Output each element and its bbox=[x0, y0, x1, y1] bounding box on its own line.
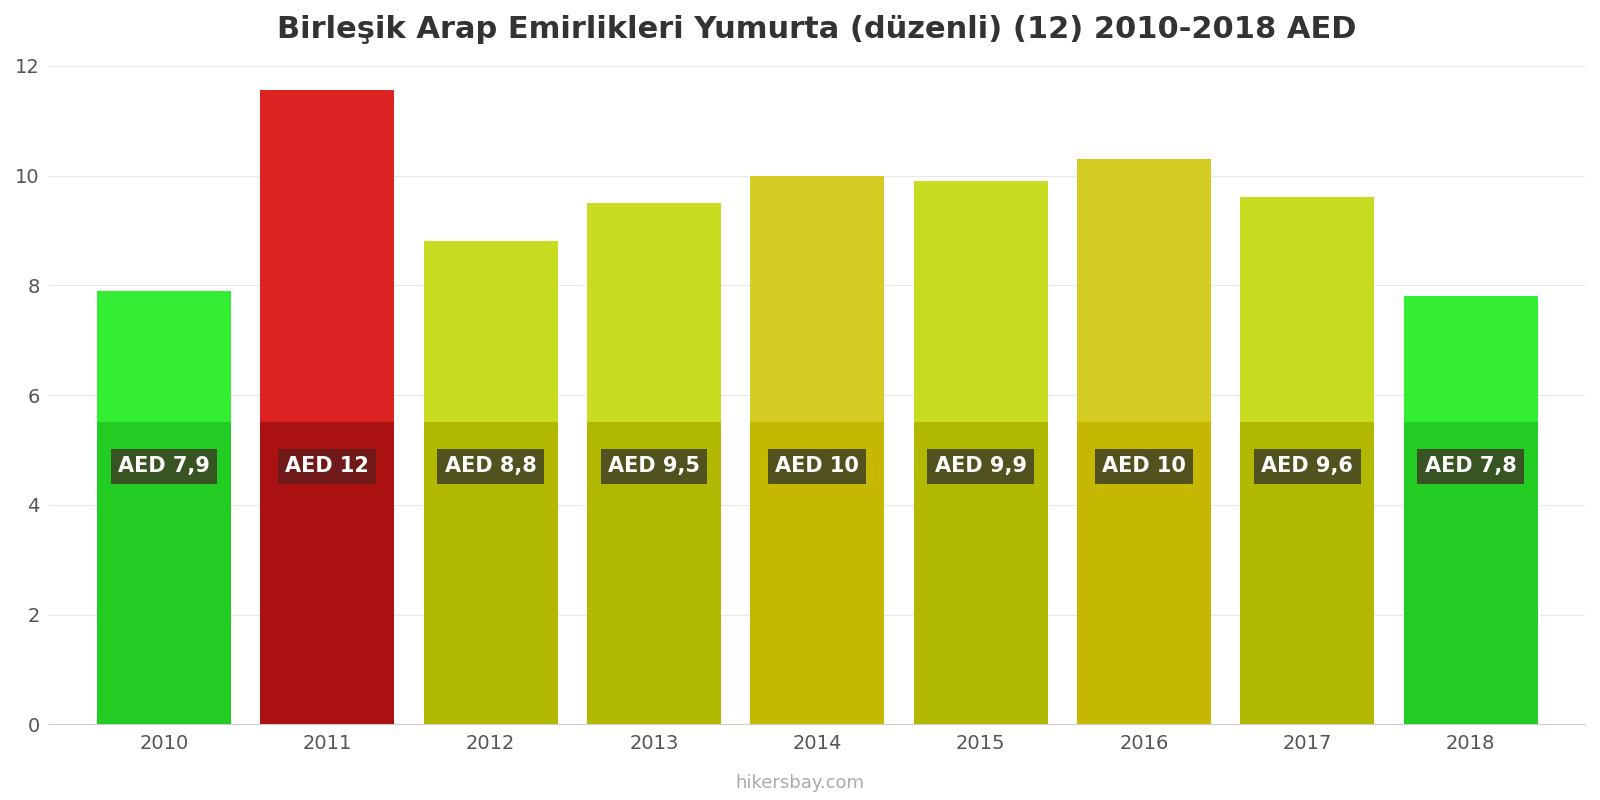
Bar bbox=[1403, 422, 1538, 724]
Bar bbox=[587, 422, 722, 724]
Text: AED 12: AED 12 bbox=[285, 456, 370, 476]
Bar bbox=[1240, 422, 1374, 724]
Bar bbox=[1403, 296, 1538, 422]
Bar bbox=[750, 175, 885, 422]
Bar bbox=[914, 422, 1048, 724]
Bar bbox=[750, 422, 885, 724]
Bar bbox=[1240, 198, 1374, 422]
Bar bbox=[1077, 422, 1211, 724]
Text: AED 7,8: AED 7,8 bbox=[1424, 456, 1517, 476]
Text: AED 10: AED 10 bbox=[1102, 456, 1186, 476]
Bar bbox=[98, 290, 230, 422]
Bar bbox=[587, 203, 722, 422]
Bar bbox=[1077, 159, 1211, 422]
Text: AED 7,9: AED 7,9 bbox=[118, 456, 210, 476]
Bar bbox=[424, 422, 557, 724]
Text: AED 9,9: AED 9,9 bbox=[934, 456, 1027, 476]
Bar bbox=[98, 422, 230, 724]
Text: AED 10: AED 10 bbox=[776, 456, 859, 476]
Bar bbox=[261, 90, 394, 422]
Text: hikersbay.com: hikersbay.com bbox=[736, 774, 864, 792]
Text: AED 9,5: AED 9,5 bbox=[608, 456, 699, 476]
Title: Birleşik Arap Emirlikleri Yumurta (düzenli) (12) 2010-2018 AED: Birleşik Arap Emirlikleri Yumurta (düzen… bbox=[277, 15, 1357, 44]
Bar bbox=[914, 181, 1048, 422]
Bar bbox=[261, 422, 394, 724]
Text: AED 9,6: AED 9,6 bbox=[1261, 456, 1354, 476]
Text: AED 8,8: AED 8,8 bbox=[445, 456, 536, 476]
Bar bbox=[424, 242, 557, 422]
